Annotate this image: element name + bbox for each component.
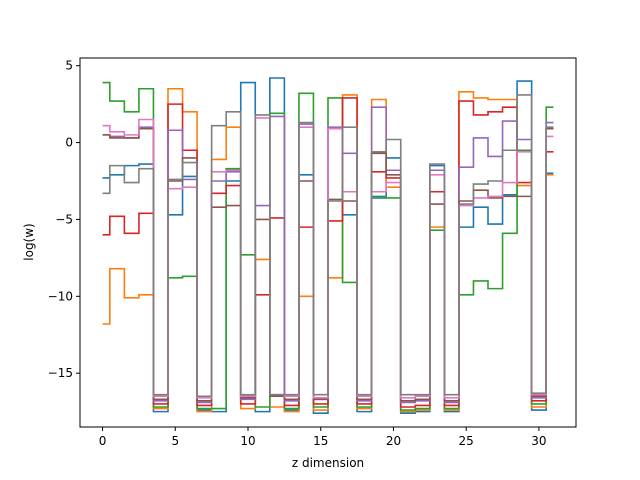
y-tick-label: −5 — [55, 212, 73, 226]
y-tick-label: −10 — [48, 289, 73, 303]
x-tick-label: 10 — [240, 434, 255, 448]
series-3-line — [102, 81, 554, 411]
x-tick-label: 25 — [459, 434, 474, 448]
x-tick-label: 20 — [386, 434, 401, 448]
tick-layer: 0 5 10 15 20 25 30 5 0 −5 −10 −15 — [48, 59, 547, 448]
series-2-line — [102, 87, 554, 413]
y-tick-label: −15 — [48, 366, 73, 380]
y-tick-label: 5 — [65, 59, 73, 73]
x-axis-title: z dimension — [292, 456, 364, 470]
x-tick-label: 30 — [531, 434, 546, 448]
x-tick-label: 5 — [171, 434, 179, 448]
y-axis-title: log(w) — [22, 223, 36, 260]
series-8-line — [102, 94, 554, 398]
y-tick-label: 0 — [65, 136, 73, 150]
series-layer — [102, 77, 554, 414]
x-tick-label: 0 — [99, 434, 107, 448]
x-tick-label: 15 — [313, 434, 328, 448]
plot-frame — [79, 57, 577, 428]
